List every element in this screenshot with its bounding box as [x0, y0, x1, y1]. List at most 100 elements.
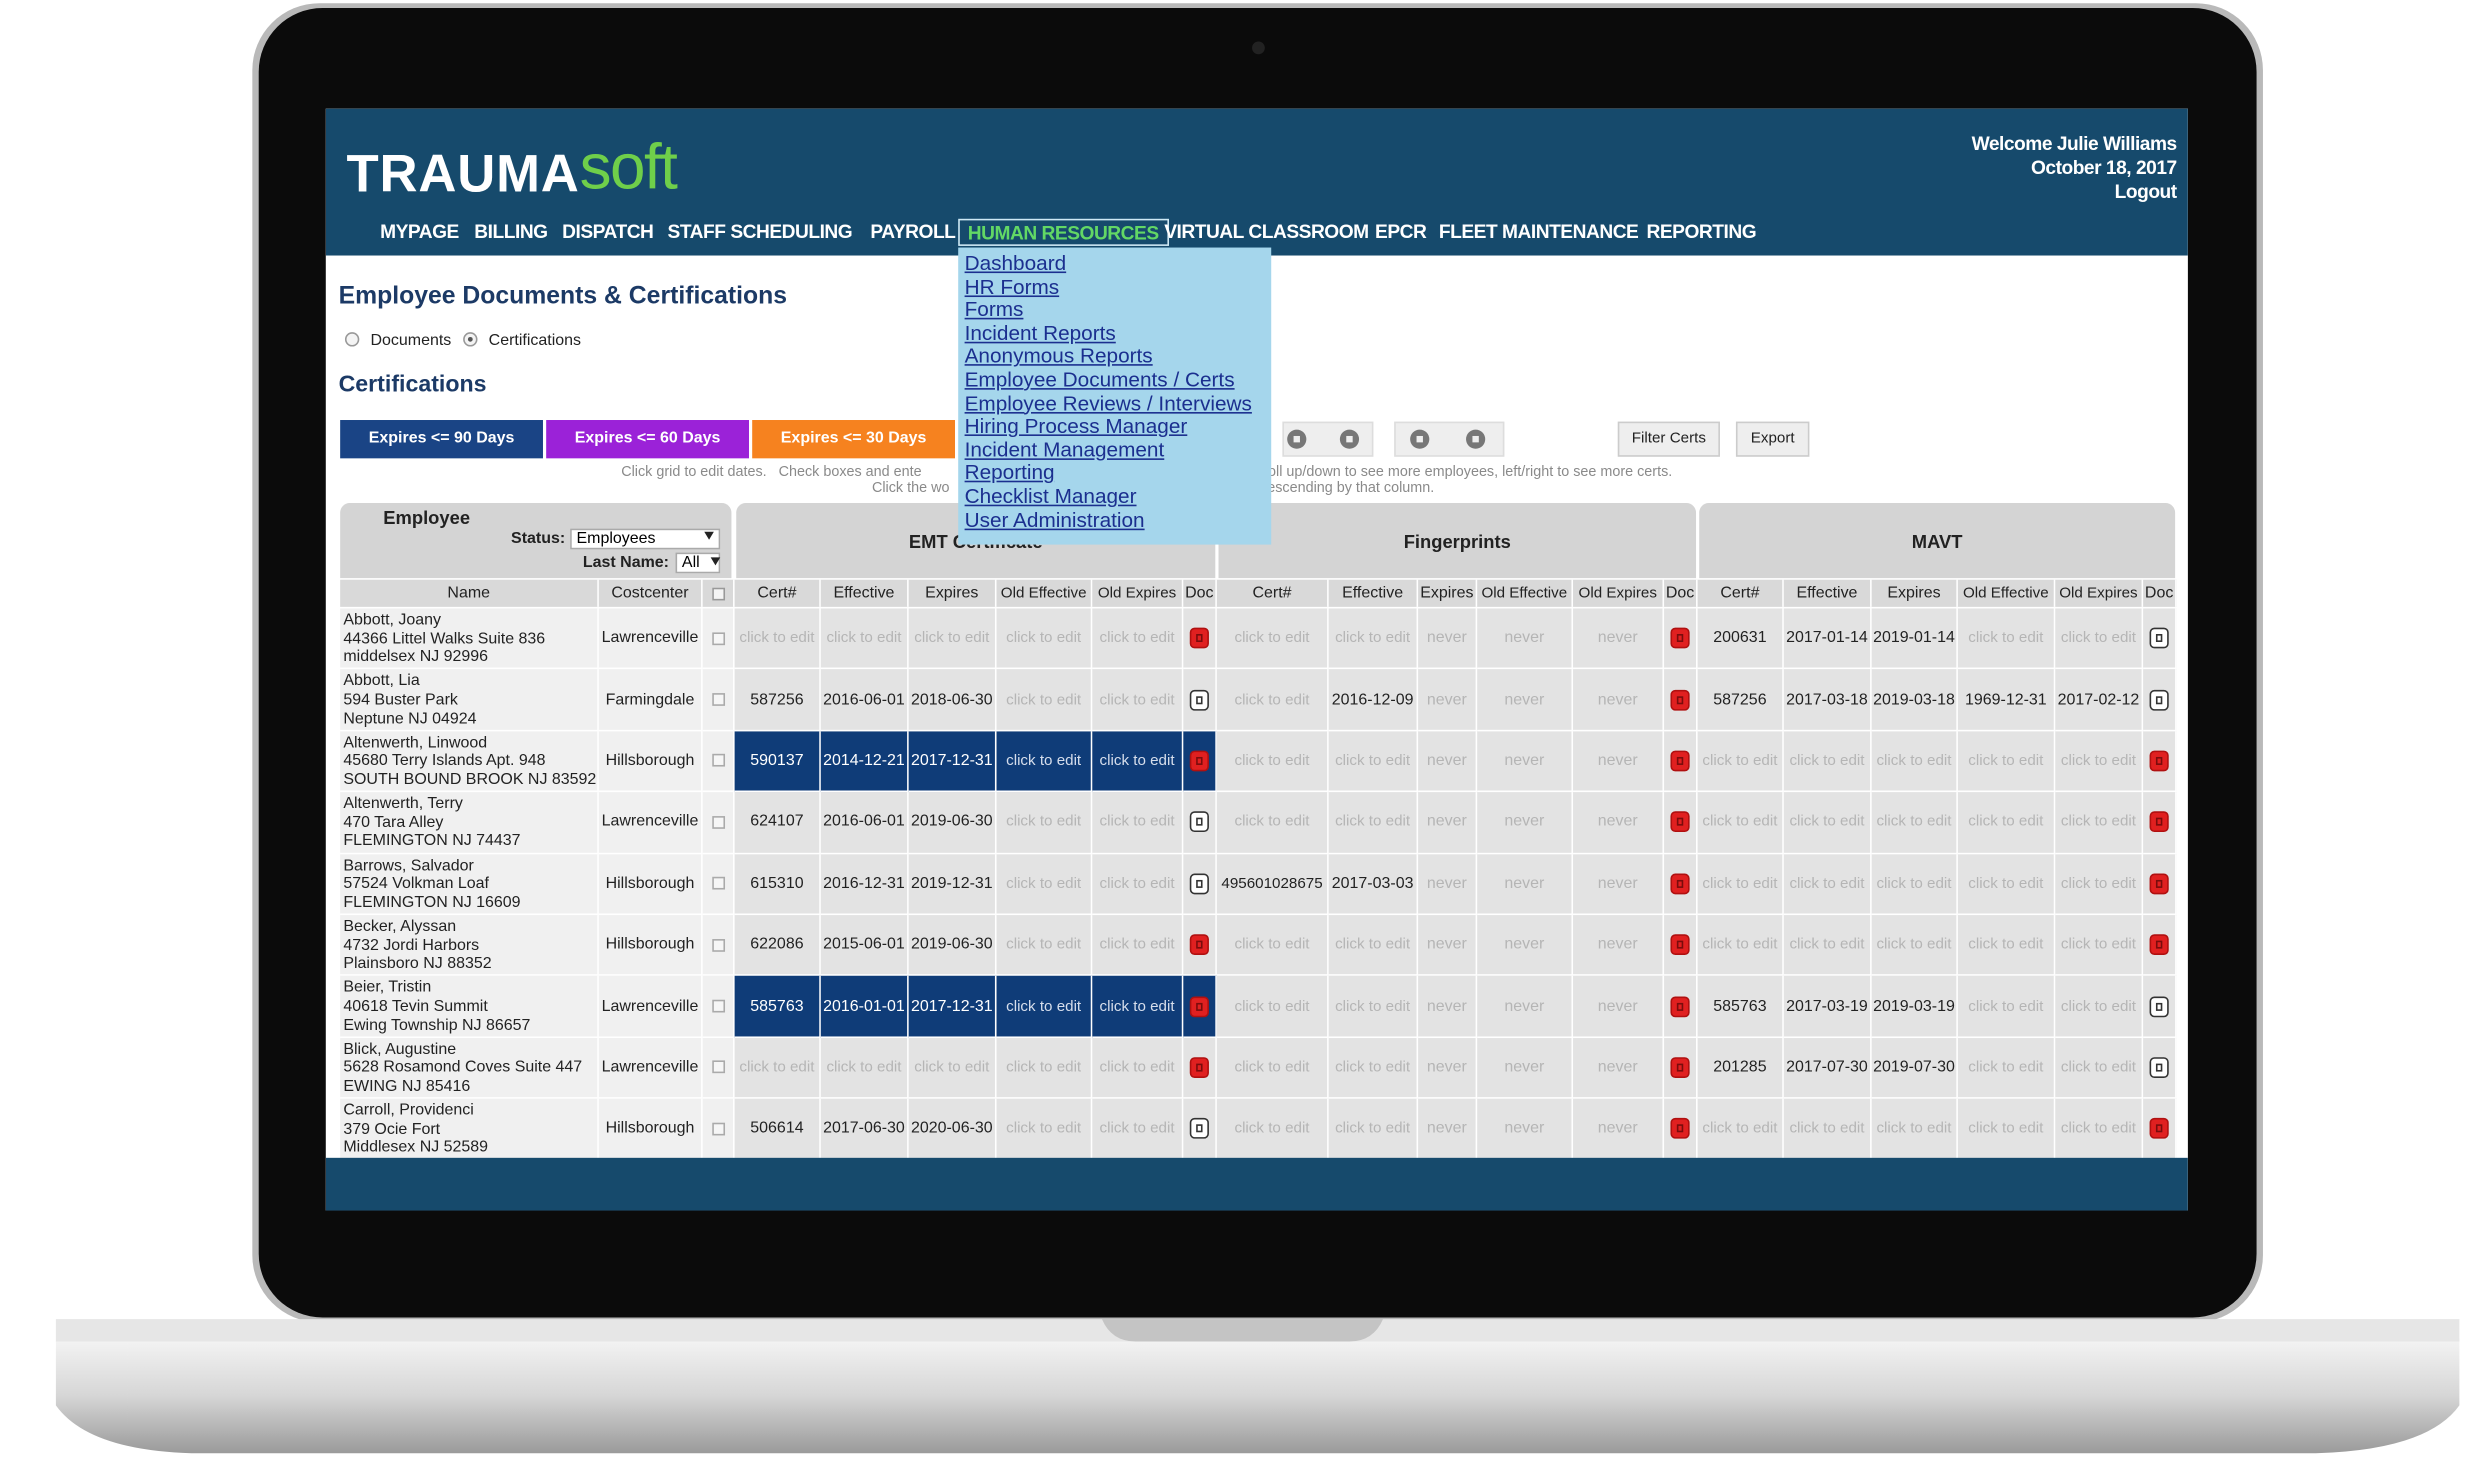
cert-cell[interactable]: click to edit: [2055, 976, 2144, 1038]
cert-cell[interactable]: never: [1418, 608, 1478, 670]
expiry-button[interactable]: Expires <= 90 Days: [340, 420, 543, 459]
cert-cell[interactable]: 2020-06-30: [908, 1099, 997, 1161]
dropdown-link[interactable]: Employee Reviews / Interviews: [964, 390, 1252, 415]
cert-cell[interactable]: 200631: [1697, 608, 1784, 670]
column-header[interactable]: Expires: [1418, 579, 1478, 607]
cert-cell[interactable]: click to edit: [1092, 792, 1184, 854]
cert-cell[interactable]: 2018-06-30: [908, 669, 997, 732]
scroll-arrow[interactable]: [1466, 429, 1486, 449]
dropdown-link[interactable]: Employee Documents / Certs: [964, 367, 1235, 392]
cert-cell[interactable]: click to edit: [2055, 915, 2144, 977]
cert-cell[interactable]: never: [1418, 669, 1478, 732]
cert-cell[interactable]: 2017-12-31: [908, 976, 997, 1038]
cert-cell[interactable]: 587256: [734, 669, 821, 732]
cert-cell[interactable]: click to edit: [1328, 1099, 1419, 1161]
column-header[interactable]: Doc: [2143, 579, 2177, 607]
employee-name[interactable]: Beier, Tristin: [343, 979, 432, 998]
nav-item[interactable]: REPORTING: [1646, 220, 1757, 243]
column-header[interactable]: Cert#: [734, 579, 821, 607]
cert-cell[interactable]: never: [1573, 731, 1665, 793]
doc-icon[interactable]: [1670, 627, 1690, 649]
dropdown-link[interactable]: HR Forms: [964, 274, 1060, 298]
cert-cell[interactable]: click to edit: [908, 1037, 997, 1100]
cert-cell[interactable]: click to edit: [820, 1037, 909, 1100]
nav-item[interactable]: DISPATCH: [562, 220, 654, 243]
cert-cell[interactable]: 615310: [734, 853, 821, 916]
cert-cell[interactable]: never: [1573, 608, 1665, 670]
cert-cell[interactable]: click to edit: [1328, 915, 1419, 977]
doc-icon[interactable]: [1189, 811, 1209, 833]
dropdown-link[interactable]: Hiring Process Manager: [964, 413, 1188, 438]
cert-cell[interactable]: click to edit: [2055, 608, 2144, 670]
cert-cell[interactable]: click to edit: [1957, 1099, 2056, 1161]
cert-cell[interactable]: click to edit: [996, 915, 1093, 977]
doc-icon[interactable]: [2149, 1118, 2169, 1140]
checkbox[interactable]: [711, 693, 725, 706]
cert-cell[interactable]: never: [1418, 792, 1478, 854]
nav-item[interactable]: FLEET MAINTENANCE: [1438, 220, 1639, 243]
cert-cell[interactable]: 2017-03-18: [1783, 669, 1872, 732]
cert-cell[interactable]: click to edit: [1328, 608, 1419, 670]
cert-cell[interactable]: 2019-03-18: [1871, 669, 1958, 732]
cert-cell[interactable]: 2017-03-19: [1783, 976, 1872, 1038]
cert-cell[interactable]: 2019-06-30: [908, 915, 997, 977]
cert-cell[interactable]: click to edit: [734, 608, 821, 670]
column-header[interactable]: Expires: [908, 579, 997, 607]
doc-icon[interactable]: [1670, 750, 1690, 772]
dropdown-link[interactable]: User Administration: [964, 507, 1145, 532]
cert-cell[interactable]: never: [1477, 792, 1574, 854]
nav-item[interactable]: HUMAN RESOURCES: [958, 218, 1169, 246]
column-header[interactable]: Old Expires: [1573, 579, 1665, 607]
column-header[interactable]: Old Expires: [1092, 579, 1184, 607]
doc-icon[interactable]: [1670, 995, 1690, 1017]
checkbox[interactable]: [711, 631, 725, 645]
doc-icon[interactable]: [1670, 1118, 1690, 1140]
cert-cell[interactable]: 2017-12-31: [908, 731, 997, 793]
cert-cell[interactable]: never: [1573, 1099, 1665, 1161]
doc-icon[interactable]: [1189, 1118, 1209, 1140]
column-header[interactable]: Effective: [1783, 579, 1872, 607]
nav-item[interactable]: EPCR: [1375, 220, 1427, 243]
cert-cell[interactable]: 590137: [734, 731, 821, 793]
checkbox[interactable]: [711, 1061, 725, 1074]
cert-cell[interactable]: never: [1477, 669, 1574, 732]
doc-icon[interactable]: [2149, 1057, 2169, 1078]
cert-cell[interactable]: click to edit: [1783, 853, 1872, 916]
cert-cell[interactable]: click to edit: [2055, 1099, 2144, 1161]
doc-icon[interactable]: [2149, 689, 2169, 710]
cert-cell[interactable]: click to edit: [996, 853, 1093, 916]
cert-cell[interactable]: click to edit: [1957, 853, 2056, 916]
cert-cell[interactable]: 2016-06-01: [820, 669, 909, 732]
cert-cell[interactable]: click to edit: [1871, 915, 1958, 977]
column-header[interactable]: Effective: [1328, 579, 1419, 607]
cert-cell[interactable]: click to edit: [1871, 792, 1958, 854]
cert-cell[interactable]: click to edit: [1216, 608, 1329, 670]
column-header[interactable]: Cert#: [1216, 579, 1329, 607]
cert-cell[interactable]: never: [1573, 669, 1665, 732]
checkbox[interactable]: [711, 754, 725, 768]
cert-cell[interactable]: never: [1477, 915, 1574, 977]
doc-icon[interactable]: [2149, 811, 2169, 833]
cert-cell[interactable]: click to edit: [1871, 731, 1958, 793]
checkbox[interactable]: [711, 815, 725, 829]
cert-cell[interactable]: click to edit: [1783, 915, 1872, 977]
cert-cell[interactable]: click to edit: [996, 792, 1093, 854]
cert-cell[interactable]: never: [1477, 608, 1574, 670]
cert-cell[interactable]: never: [1418, 1037, 1478, 1100]
cert-cell[interactable]: 495601028675: [1216, 853, 1329, 916]
cert-cell[interactable]: 2016-06-01: [820, 792, 909, 854]
checkbox[interactable]: [711, 999, 725, 1013]
status-select[interactable]: Employees: [570, 528, 721, 550]
cert-cell[interactable]: 2019-06-30: [908, 792, 997, 854]
cert-cell[interactable]: 2015-06-01: [820, 915, 909, 977]
cert-cell[interactable]: never: [1418, 915, 1478, 977]
cert-cell[interactable]: 2017-03-03: [1328, 853, 1419, 916]
cert-cell[interactable]: click to edit: [1697, 731, 1784, 793]
employee-name[interactable]: Abbott, Lia: [343, 672, 420, 691]
cert-cell[interactable]: 2017-07-30: [1783, 1037, 1872, 1100]
doc-icon[interactable]: [2149, 995, 2169, 1017]
column-header[interactable]: Old Effective: [1477, 579, 1574, 607]
column-header[interactable]: Doc: [1183, 579, 1217, 607]
cert-cell[interactable]: never: [1573, 976, 1665, 1038]
cert-cell[interactable]: 2019-07-30: [1871, 1037, 1958, 1100]
